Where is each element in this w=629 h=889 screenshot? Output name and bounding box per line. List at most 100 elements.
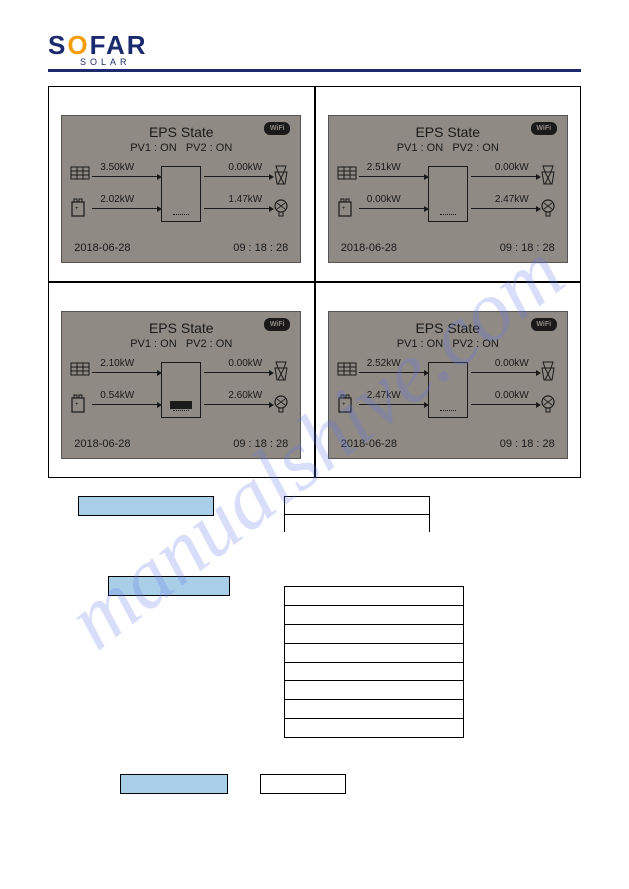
load-value: 2.60kW bbox=[228, 390, 262, 401]
white-box-3 bbox=[260, 774, 346, 794]
lcd-cell: EPS State WiFi PV1 : ON PV2 : ON + 2.52k… bbox=[315, 282, 581, 477]
grid-value: 0.00kW bbox=[228, 162, 262, 173]
flow-line bbox=[359, 404, 425, 405]
inverter-icon bbox=[161, 362, 201, 418]
load-bulb-icon bbox=[539, 394, 559, 414]
list-row bbox=[285, 606, 463, 625]
grid-tower-icon bbox=[272, 164, 292, 184]
solar-panel-icon bbox=[70, 362, 90, 382]
flow-line bbox=[92, 372, 158, 373]
list-row bbox=[285, 681, 463, 700]
pv-status: PV1 : ON PV2 : ON bbox=[62, 142, 300, 154]
list-row bbox=[285, 700, 463, 719]
lcd-grid: EPS State WiFi PV1 : ON PV2 : ON + 3.50k… bbox=[48, 86, 581, 478]
flow-line bbox=[204, 404, 270, 405]
solar-value: 2.10kW bbox=[100, 358, 134, 369]
load-bulb-icon bbox=[272, 198, 292, 218]
solar-panel-icon bbox=[337, 362, 357, 382]
lcd-time: 09 : 18 : 28 bbox=[233, 438, 288, 450]
battery-icon: + bbox=[70, 198, 90, 218]
flow-line bbox=[92, 176, 158, 177]
solar-panel-icon bbox=[70, 166, 90, 186]
flow-line bbox=[204, 176, 270, 177]
load-bulb-icon bbox=[272, 394, 292, 414]
logo: SOFAR SOLAR bbox=[48, 30, 581, 67]
blue-box-1 bbox=[78, 496, 214, 516]
lcd-cell: EPS State WiFi PV1 : ON PV2 : ON + 3.50k… bbox=[49, 87, 315, 282]
lcd-cell: EPS State WiFi PV1 : ON PV2 : ON + 2.10k… bbox=[49, 282, 315, 477]
flow-line bbox=[204, 372, 270, 373]
white-box-1 bbox=[284, 496, 430, 532]
grid-value: 0.00kW bbox=[228, 358, 262, 369]
grid-value: 0.00kW bbox=[495, 358, 529, 369]
blue-box-2 bbox=[108, 576, 230, 596]
list-row bbox=[285, 644, 463, 663]
logo-subtitle: SOLAR bbox=[80, 57, 581, 67]
lcd-screen: EPS State WiFi PV1 : ON PV2 : ON + 2.51k… bbox=[328, 115, 568, 263]
lcd-date: 2018-06-28 bbox=[74, 438, 130, 450]
inverter-icon bbox=[161, 166, 201, 222]
solar-panel-icon bbox=[337, 166, 357, 186]
lcd-date: 2018-06-28 bbox=[341, 438, 397, 450]
svg-text:+: + bbox=[75, 402, 79, 408]
grid-tower-icon bbox=[539, 360, 559, 380]
inverter-icon bbox=[428, 362, 468, 418]
flow-line bbox=[471, 176, 537, 177]
logo-o: O bbox=[67, 30, 89, 60]
load-value: 0.00kW bbox=[495, 390, 529, 401]
wifi-icon: WiFi bbox=[531, 122, 557, 135]
grid-value: 0.00kW bbox=[495, 162, 529, 173]
pv-status: PV1 : ON PV2 : ON bbox=[329, 338, 567, 350]
solar-value: 2.51kW bbox=[367, 162, 401, 173]
pv-status: PV1 : ON PV2 : ON bbox=[62, 338, 300, 350]
header-rule bbox=[48, 69, 581, 72]
flow-line bbox=[359, 372, 425, 373]
load-value: 1.47kW bbox=[228, 194, 262, 205]
lcd-date: 2018-06-28 bbox=[341, 242, 397, 254]
pv-status: PV1 : ON PV2 : ON bbox=[329, 142, 567, 154]
flow-line bbox=[471, 404, 537, 405]
solar-value: 3.50kW bbox=[100, 162, 134, 173]
lcd-time: 09 : 18 : 28 bbox=[500, 242, 555, 254]
battery-value: 0.00kW bbox=[367, 194, 401, 205]
flow-line bbox=[471, 372, 537, 373]
flow-line bbox=[359, 176, 425, 177]
wifi-icon: WiFi bbox=[531, 318, 557, 331]
wifi-icon: WiFi bbox=[264, 318, 290, 331]
flow-line bbox=[359, 208, 425, 209]
wifi-icon: WiFi bbox=[264, 122, 290, 135]
flow-line bbox=[92, 404, 158, 405]
battery-value: 0.54kW bbox=[100, 390, 134, 401]
battery-icon: + bbox=[337, 198, 357, 218]
blue-box-3 bbox=[120, 774, 228, 794]
flow-line bbox=[471, 208, 537, 209]
logo-s: S bbox=[48, 30, 67, 60]
svg-text:+: + bbox=[342, 206, 346, 212]
lcd-time: 09 : 18 : 28 bbox=[500, 438, 555, 450]
lcd-screen: EPS State WiFi PV1 : ON PV2 : ON + 2.10k… bbox=[61, 311, 301, 459]
battery-icon: + bbox=[70, 394, 90, 414]
flow-line bbox=[204, 208, 270, 209]
lcd-time: 09 : 18 : 28 bbox=[233, 242, 288, 254]
lcd-screen: EPS State WiFi PV1 : ON PV2 : ON + 2.52k… bbox=[328, 311, 568, 459]
battery-icon: + bbox=[337, 394, 357, 414]
grid-tower-icon bbox=[272, 360, 292, 380]
page: SOFAR SOLAR EPS State WiFi PV1 : ON PV2 … bbox=[0, 0, 629, 826]
flow-line bbox=[92, 208, 158, 209]
lcd-date: 2018-06-28 bbox=[74, 242, 130, 254]
svg-text:+: + bbox=[75, 206, 79, 212]
battery-value: 2.47kW bbox=[367, 390, 401, 401]
list-row bbox=[285, 719, 463, 737]
load-bulb-icon bbox=[539, 198, 559, 218]
grid-tower-icon bbox=[539, 164, 559, 184]
inverter-icon bbox=[428, 166, 468, 222]
lcd-screen: EPS State WiFi PV1 : ON PV2 : ON + 3.50k… bbox=[61, 115, 301, 263]
white-box-list bbox=[284, 586, 464, 738]
battery-value: 2.02kW bbox=[100, 194, 134, 205]
lower-boxes bbox=[48, 496, 581, 806]
load-value: 2.47kW bbox=[495, 194, 529, 205]
logo-rest: FAR bbox=[90, 30, 148, 60]
svg-text:+: + bbox=[342, 402, 346, 408]
list-row bbox=[285, 587, 463, 606]
list-row bbox=[285, 663, 463, 682]
